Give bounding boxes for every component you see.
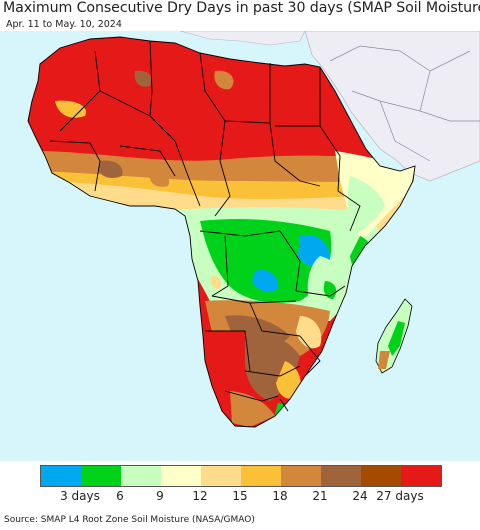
legend-swatch-8 xyxy=(321,466,361,486)
legend-label: 3 days xyxy=(60,489,100,503)
legend-swatch-5 xyxy=(201,466,241,486)
legend-label: 27 days xyxy=(376,489,424,503)
map-area[interactable] xyxy=(0,31,480,461)
arabia-landmass xyxy=(304,31,480,182)
legend-swatch-2 xyxy=(81,466,121,486)
legend-labels: 3 days 6 9 12 15 18 21 24 27 days xyxy=(0,489,480,505)
arabia-borders xyxy=(329,45,480,162)
legend-swatch-3 xyxy=(121,466,161,486)
legend-swatch-7 xyxy=(281,466,321,486)
europe-landmass xyxy=(179,31,306,46)
madagascar-wet-patch xyxy=(388,321,405,356)
legend-label: 21 xyxy=(312,489,328,503)
legend-swatch-9 xyxy=(361,466,401,486)
date-range: Apr. 11 to May. 10, 2024 xyxy=(6,19,122,30)
legend-label: 9 xyxy=(156,489,164,503)
legend-label: 15 xyxy=(232,489,248,503)
legend-label: 12 xyxy=(192,489,208,503)
country-borders xyxy=(27,36,416,428)
legend-swatch-1 xyxy=(41,466,81,486)
madagascar-dry-patch xyxy=(378,351,390,369)
legend-swatch-4 xyxy=(161,466,201,486)
africa-map xyxy=(27,31,480,428)
legend-label: 24 xyxy=(352,489,368,503)
color-legend xyxy=(40,465,442,487)
legend-label: 6 xyxy=(116,489,124,503)
map-title: Maximum Consecutive Dry Days in past 30 … xyxy=(3,0,480,16)
source-credit: Source: SMAP L4 Root Zone Soil Moisture … xyxy=(4,515,255,525)
legend-label: 18 xyxy=(272,489,288,503)
legend-swatch-10 xyxy=(401,466,441,486)
legend-swatch-6 xyxy=(241,466,281,486)
